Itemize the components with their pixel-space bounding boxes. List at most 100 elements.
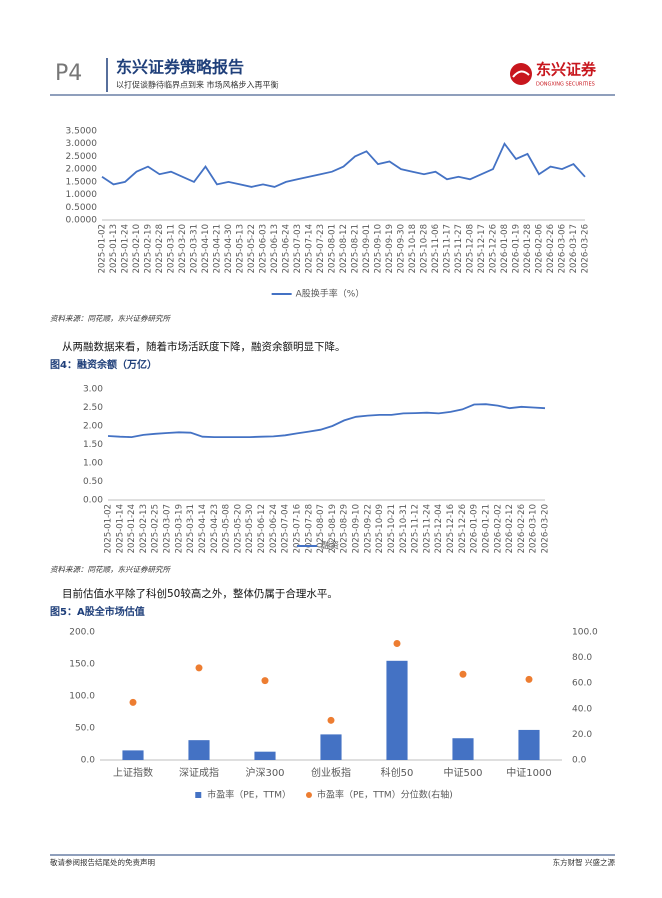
x-tick-label: 2025-05-30 xyxy=(245,504,255,553)
y-tick-label: 3.5000 xyxy=(66,127,98,137)
y-tick-label: 0.00 xyxy=(83,496,103,506)
x-tick-label: 2025-05-13 xyxy=(236,224,246,273)
footer-slogan: 东方财智 兴盛之源 xyxy=(553,857,616,867)
x-tick-label: 2025-09-10 xyxy=(374,224,384,273)
x-tick-label: 创业板指 xyxy=(311,766,351,779)
x-tick-label: 2025-01-14 xyxy=(115,504,125,553)
y-tick-label: 50.0 xyxy=(75,724,95,734)
y-tick-label: 0.0000 xyxy=(66,216,98,226)
x-tick-label: 2025-12-04 xyxy=(434,504,444,553)
legend-label: 融资 xyxy=(321,541,339,552)
x-tick-label: 2025-07-16 xyxy=(292,504,302,553)
line-series xyxy=(101,141,586,188)
x-tick-label: 2026-01-28 xyxy=(523,224,533,273)
figure-title: 图4：融资余额（万亿） xyxy=(50,358,157,371)
x-tick-label: 2025-03-31 xyxy=(186,504,196,553)
bar xyxy=(320,734,342,760)
x-tick-label: 2026-02-12 xyxy=(505,504,515,553)
bar xyxy=(188,740,210,760)
x-tick-label: 2025-04-14 xyxy=(198,504,208,553)
x-tick-label: 2025-01-02 xyxy=(104,504,114,553)
y2-tick-label: 40.0 xyxy=(572,704,592,714)
x-tick-label: 2025-02-19 xyxy=(144,224,154,273)
x-tick-label: 2025-10-31 xyxy=(399,504,409,553)
scatter-point xyxy=(129,698,137,706)
bar xyxy=(122,750,144,760)
x-tick-label: 2025-06-12 xyxy=(257,504,267,553)
x-tick-label: 2025-08-29 xyxy=(340,504,350,553)
x-tick-label: 2025-11-06 xyxy=(431,224,441,273)
y-tick-label: 2.5000 xyxy=(66,152,98,162)
x-tick-label: 2025-02-10 xyxy=(132,224,142,273)
x-tick-label: 2025-01-02 xyxy=(98,224,108,273)
x-tick-label: 2025-03-20 xyxy=(178,224,188,273)
y-tick-label: 2.00 xyxy=(83,422,103,432)
x-tick-label: 2026-03-20 xyxy=(541,504,551,553)
x-tick-label: 2025-07-14 xyxy=(305,224,315,273)
paragraph: 从两融数据来看，随着市场活跃度下降，融资余额明显下降。 xyxy=(62,340,346,353)
x-tick-label: 中证500 xyxy=(443,766,482,779)
bar xyxy=(254,751,276,760)
y-tick-label: 1.00 xyxy=(83,459,103,469)
figure-title: 图5：A股全市场估值 xyxy=(50,605,145,618)
x-tick-label: 2025-11-24 xyxy=(422,504,432,553)
y-tick-label: 3.0000 xyxy=(66,139,98,149)
x-tick-label: 2025-03-11 xyxy=(167,224,177,273)
y-tick-label: 2.0000 xyxy=(66,165,98,175)
scatter-point xyxy=(459,670,467,678)
report-subtitle: 以打促谈静待临界点到来 市场风格步入再平衡 xyxy=(116,80,279,90)
x-tick-label: 2025-09-30 xyxy=(397,224,407,273)
legend-label: A股换手率（%） xyxy=(296,288,365,300)
x-tick-label: 2025-10-28 xyxy=(420,224,430,273)
scatter-point xyxy=(195,664,203,672)
x-tick-label: 2025-03-31 xyxy=(190,224,200,273)
legend-swatch xyxy=(195,792,202,798)
y2-tick-label: 20.0 xyxy=(572,730,592,740)
y2-tick-label: 100.0 xyxy=(572,628,598,638)
x-tick-label: 2025-09-10 xyxy=(352,504,362,553)
x-tick-label: 2025-03-07 xyxy=(163,504,173,553)
y-tick-label: 0.5000 xyxy=(66,203,98,213)
x-tick-label: 2025-04-23 xyxy=(210,504,220,553)
x-tick-label: 2025-08-07 xyxy=(316,504,326,553)
scatter-point xyxy=(393,640,401,648)
x-tick-label: 2025-07-23 xyxy=(316,224,326,273)
paragraph: 目前估值水平除了科创50较高之外，整体仍属于合理水平。 xyxy=(62,587,338,600)
x-tick-label: 2025-08-12 xyxy=(339,224,349,273)
x-tick-label: 2026-01-21 xyxy=(481,504,491,553)
x-tick-label: 2025-01-24 xyxy=(121,224,131,273)
x-tick-label: 沪深300 xyxy=(245,766,284,779)
x-tick-label: 2025-04-30 xyxy=(224,224,234,273)
x-tick-label: 2025-11-12 xyxy=(411,504,421,553)
source-note: 资料来源：同花顺，东兴证券研究所 xyxy=(50,314,171,323)
x-tick-label: 2026-03-26 xyxy=(581,224,591,273)
x-tick-label: 2025-03-19 xyxy=(174,504,184,553)
x-tick-label: 2025-08-01 xyxy=(328,224,338,273)
x-tick-label: 2025-06-13 xyxy=(270,224,280,273)
x-tick-label: 2025-04-10 xyxy=(201,224,211,273)
x-tick-label: 2025-02-25 xyxy=(151,504,161,553)
y-tick-label: 0.0 xyxy=(81,756,96,766)
x-tick-label: 2025-07-28 xyxy=(304,504,314,553)
footer-disclaimer: 敬请参阅报告结尾处的免责声明 xyxy=(50,857,155,867)
scatter-point xyxy=(261,677,269,685)
x-tick-label: 2026-02-02 xyxy=(493,504,503,553)
logo-text: 东兴证券 xyxy=(536,61,597,79)
x-tick-label: 2025-05-22 xyxy=(247,224,257,273)
y-tick-label: 0.50 xyxy=(83,477,103,487)
page-number: P4 xyxy=(55,61,82,86)
y2-tick-label: 0.0 xyxy=(572,756,587,766)
bar xyxy=(452,738,474,760)
x-tick-label: 2025-12-16 xyxy=(446,504,456,553)
x-tick-label: 深证成指 xyxy=(179,766,219,779)
logo-english: DONGXING SECURITIES xyxy=(536,82,595,88)
x-tick-label: 2025-09-01 xyxy=(362,224,372,273)
legend-label: 市盈率（PE，TTM）分位数(右轴) xyxy=(317,789,453,801)
x-tick-label: 2026-01-09 xyxy=(470,504,480,553)
y-tick-label: 3.00 xyxy=(83,385,103,395)
x-tick-label: 2025-07-04 xyxy=(281,504,291,553)
y-tick-label: 100.0 xyxy=(69,692,95,702)
bar xyxy=(386,660,408,760)
